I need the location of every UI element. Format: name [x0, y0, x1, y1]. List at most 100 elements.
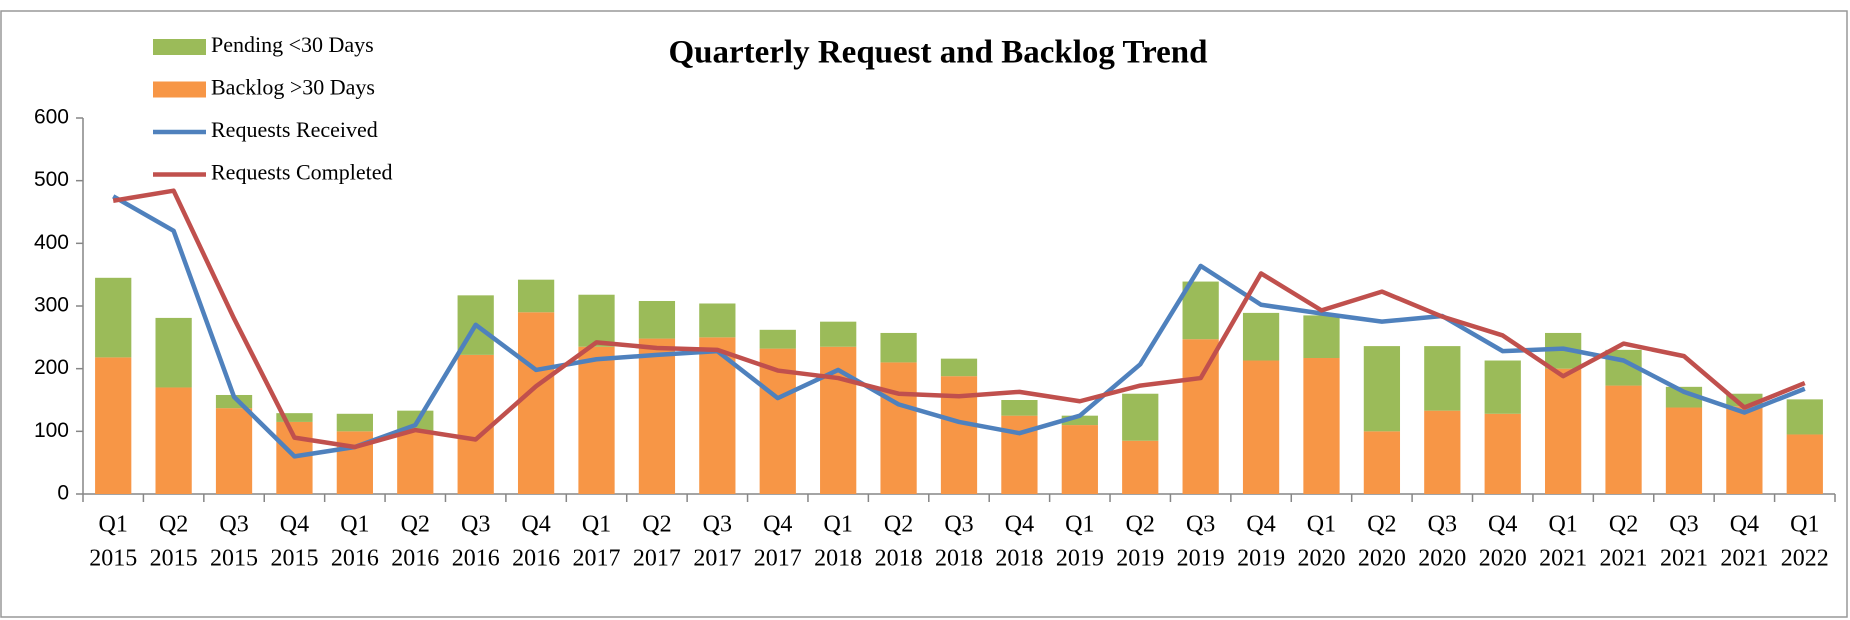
- x-tick-label: Q2: [159, 512, 188, 538]
- bar-segment: [880, 332, 917, 363]
- x-tick-label: Q1: [582, 512, 611, 538]
- bar-segment: [638, 300, 676, 339]
- bar-segment: [95, 357, 132, 494]
- bar-segment: [155, 387, 192, 494]
- y-tick-label: 0: [57, 482, 69, 505]
- bar-segment: [1726, 406, 1763, 494]
- x-tick-label: 2017: [573, 546, 621, 572]
- x-tick-label: Q1: [1307, 512, 1336, 538]
- x-tick-label: Q2: [1609, 512, 1638, 538]
- chart-title: Quarterly Request and Backlog Trend: [668, 35, 1207, 71]
- bar-segment: [1061, 415, 1098, 426]
- x-tick-label: Q4: [521, 512, 550, 538]
- bar-segment: [1242, 312, 1280, 361]
- x-tick-label: 2021: [1720, 546, 1768, 572]
- bar-segment: [1242, 360, 1280, 494]
- legend-swatch: [153, 39, 206, 55]
- bar-segment: [1122, 440, 1159, 494]
- x-tick-label: Q4: [1005, 512, 1034, 538]
- bar-segment: [1424, 346, 1461, 411]
- bar-segment: [699, 303, 736, 338]
- legend-label: Requests Received: [211, 117, 378, 142]
- x-tick-label: 2018: [935, 546, 983, 572]
- x-tick-label: 2015: [89, 546, 137, 572]
- bar-segment: [578, 294, 615, 347]
- bar-segment: [1786, 434, 1823, 494]
- x-tick-label: Q1: [1065, 512, 1094, 538]
- x-tick-label: Q2: [1367, 512, 1396, 538]
- x-tick-label: 2015: [270, 546, 318, 572]
- line-series: [112, 188, 1806, 450]
- bar-segment: [1363, 431, 1401, 494]
- x-tick-label: 2016: [512, 546, 560, 572]
- x-tick-label: Q2: [1126, 512, 1155, 538]
- bar-segment: [1001, 400, 1038, 416]
- x-tick-label: 2020: [1297, 546, 1345, 572]
- bar-segment: [1182, 281, 1219, 340]
- x-tick-label: Q3: [703, 512, 732, 538]
- x-tick-label: Q1: [99, 512, 128, 538]
- bar-segment: [1182, 339, 1219, 494]
- x-tick-label: 2017: [754, 546, 802, 572]
- x-tick-label: Q4: [1730, 512, 1759, 538]
- x-tick-label: 2021: [1539, 546, 1587, 572]
- y-tick-label: 300: [34, 294, 69, 317]
- bar-segment: [578, 346, 615, 494]
- y-tick-label: 600: [34, 106, 69, 129]
- bar-segment: [940, 358, 978, 377]
- bar-segment: [95, 277, 132, 358]
- legend-label: Requests Completed: [211, 160, 392, 185]
- x-tick-label: 2020: [1358, 546, 1406, 572]
- frame: [0, 10, 1848, 618]
- y-tick-label: 200: [34, 356, 69, 379]
- x-tick-label: Q3: [1669, 512, 1698, 538]
- bar-segment: [638, 338, 676, 494]
- bar-segment: [1665, 407, 1703, 494]
- x-tick-label: 2017: [633, 546, 681, 572]
- bar-segment: [457, 354, 494, 494]
- legend-label: Pending <30 Days: [211, 32, 374, 57]
- bar-segment: [276, 413, 313, 422]
- x-tick-label: Q3: [944, 512, 973, 538]
- bar-segment: [517, 279, 555, 313]
- x-tick-label: 2019: [1056, 546, 1104, 572]
- y-tick-label: 500: [34, 168, 69, 191]
- x-tick-label: 2016: [331, 546, 379, 572]
- x-tick-label: 2021: [1660, 546, 1708, 572]
- bar-segment: [1303, 315, 1340, 359]
- x-tick-label: 2019: [1116, 546, 1164, 572]
- bar-segment: [1484, 360, 1521, 414]
- legend-swatch: [153, 81, 206, 98]
- bar-segment: [1424, 410, 1461, 494]
- x-tick-label: Q4: [763, 512, 792, 538]
- x-tick-label: 2016: [391, 546, 439, 572]
- x-tick-label: Q3: [461, 512, 490, 538]
- bar-segment: [517, 312, 555, 494]
- x-tick-label: 2018: [814, 546, 862, 572]
- bar-segment: [1484, 413, 1521, 494]
- bar-segment: [1545, 368, 1582, 494]
- x-tick-label: Q2: [401, 512, 430, 538]
- x-tick-label: Q4: [1488, 512, 1517, 538]
- x-tick-label: Q1: [1790, 512, 1819, 538]
- bar-segment: [880, 362, 917, 494]
- x-tick-label: 2020: [1479, 546, 1527, 572]
- x-tick-label: 2019: [1237, 546, 1285, 572]
- x-tick-label: 2022: [1781, 546, 1829, 572]
- bar-segment: [1303, 358, 1340, 494]
- bar-segment: [1605, 385, 1642, 494]
- bar-segment: [155, 317, 192, 388]
- x-tick-label: Q1: [1548, 512, 1577, 538]
- x-tick-label: Q3: [219, 512, 248, 538]
- bar-segment: [1122, 393, 1159, 441]
- bar-segment: [820, 321, 857, 347]
- bar-segment: [1665, 386, 1703, 408]
- y-tick-label: 100: [34, 419, 69, 442]
- bar-segment: [336, 413, 373, 432]
- legend-label: Backlog >30 Days: [211, 75, 375, 100]
- x-tick-label: 2020: [1418, 546, 1466, 572]
- x-tick-label: 2018: [995, 546, 1043, 572]
- x-tick-label: 2016: [452, 546, 500, 572]
- x-tick-label: Q4: [280, 512, 309, 538]
